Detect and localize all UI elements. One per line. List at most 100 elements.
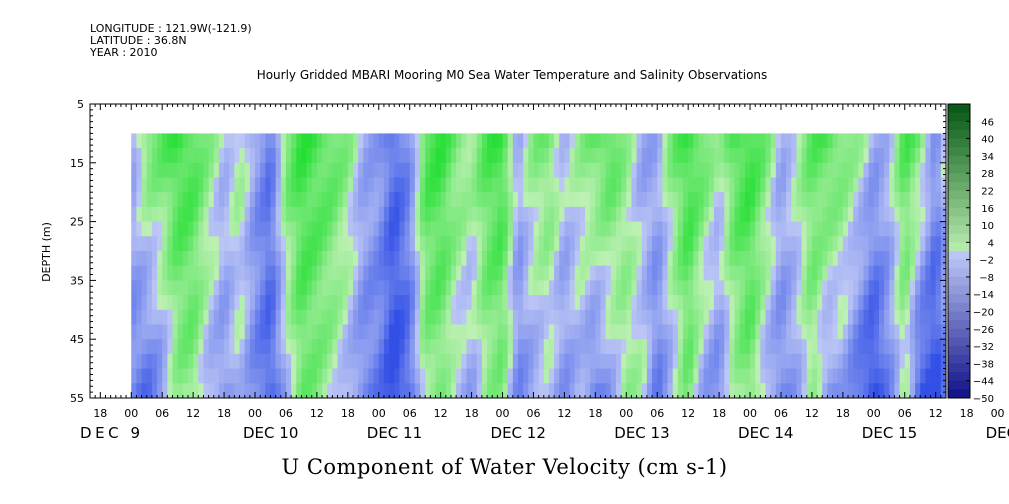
heatmap-cell [853,309,859,325]
heatmap-cell [409,251,416,267]
heatmap-cell [801,221,808,237]
heatmap-cell [719,236,725,252]
heatmap-cell [301,251,307,267]
heatmap-cell [146,177,153,193]
heatmap-cell [806,383,813,399]
heatmap-cell [275,133,282,149]
heatmap-cell [744,251,751,267]
heatmap-cell [306,280,313,296]
heatmap-cell [755,339,761,355]
heatmap-cell [512,192,519,208]
colorbar-label: −14 [973,290,994,301]
heatmap-cell [605,353,612,369]
heatmap-cell [873,192,880,208]
heatmap-cell [873,309,880,325]
heatmap-cell [585,383,591,399]
heatmap-cell [935,148,942,164]
heatmap-cell [389,221,395,237]
heatmap-cell [811,324,818,340]
heatmap-cell [414,295,421,311]
heatmap-cell [301,309,307,325]
heatmap-cell [853,251,859,267]
heatmap-cell [744,383,751,399]
heatmap-cell [904,251,911,267]
heatmap-cell [296,383,302,399]
heatmap-cell [497,177,503,193]
heatmap-cell [203,265,210,281]
heatmap-cell [940,148,947,164]
heatmap-cell [507,177,514,193]
heatmap-cell [925,192,931,208]
heatmap-cell [909,295,916,311]
heatmap-cell [136,251,142,267]
heatmap-cell [481,148,488,164]
heatmap-cell [796,221,803,237]
heatmap-cell [889,383,895,399]
heatmap-cell [131,177,137,193]
heatmap-cell [863,177,870,193]
heatmap-cell [554,236,560,252]
heatmap-cell [662,133,668,149]
heatmap-cell [518,353,524,369]
heatmap-cell [487,295,493,311]
heatmap-cell [198,251,204,267]
heatmap-cell [672,162,679,178]
heatmap-cell [806,265,813,281]
heatmap-cell [899,177,906,193]
heatmap-cell [863,265,870,281]
heatmap-cell [301,133,307,149]
heatmap-cell [363,353,369,369]
heatmap-cell [322,309,328,325]
heatmap-cell [569,221,576,237]
heatmap-cell [569,353,576,369]
heatmap-cell [543,133,550,149]
heatmap-cell [136,192,142,208]
heatmap-cell [425,339,431,355]
heatmap-cell [414,368,421,384]
heatmap-cell [213,236,220,252]
heatmap-cell [698,148,705,164]
heatmap-cell [585,236,591,252]
heatmap-cell [502,148,509,164]
heatmap-cell [182,148,189,164]
heatmap-cell [131,353,137,369]
heatmap-cell [554,265,560,281]
heatmap-cell [507,236,514,252]
heatmap-cell [270,309,277,325]
heatmap-cell [827,133,833,149]
heatmap-cell [548,236,555,252]
heatmap-cell [631,192,638,208]
heatmap-cell [285,206,292,222]
heatmap-cell [878,162,885,178]
heatmap-cell [811,148,818,164]
heatmap-cell [157,206,163,222]
heatmap-cell [719,192,725,208]
heatmap-cell [430,324,436,340]
heatmap-cell [487,177,493,193]
heatmap-cell [445,236,452,252]
colorbar-swatch [948,225,970,235]
heatmap-cell [703,192,710,208]
heatmap-cell [894,339,900,355]
heatmap-cell [858,353,864,369]
heatmap-cell [739,265,746,281]
heatmap-cell [187,192,194,208]
heatmap-cell [172,280,179,296]
heatmap-cell [409,133,416,149]
heatmap-cell [688,295,694,311]
heatmap-cell [383,368,390,384]
heatmap-cell [301,280,307,296]
heatmap-cell [615,162,622,178]
heatmap-cell [512,265,519,281]
heatmap-cell [548,339,555,355]
heatmap-cell [280,265,287,281]
heatmap-cell [218,368,225,384]
heatmap-cell [693,295,699,311]
heatmap-cell [590,265,596,281]
heatmap-cell [440,353,447,369]
heatmap-cell [518,295,524,311]
heatmap-cell [713,309,720,325]
heatmap-cell [224,280,230,296]
heatmap-cell [657,324,663,340]
heatmap-cell [373,339,380,355]
